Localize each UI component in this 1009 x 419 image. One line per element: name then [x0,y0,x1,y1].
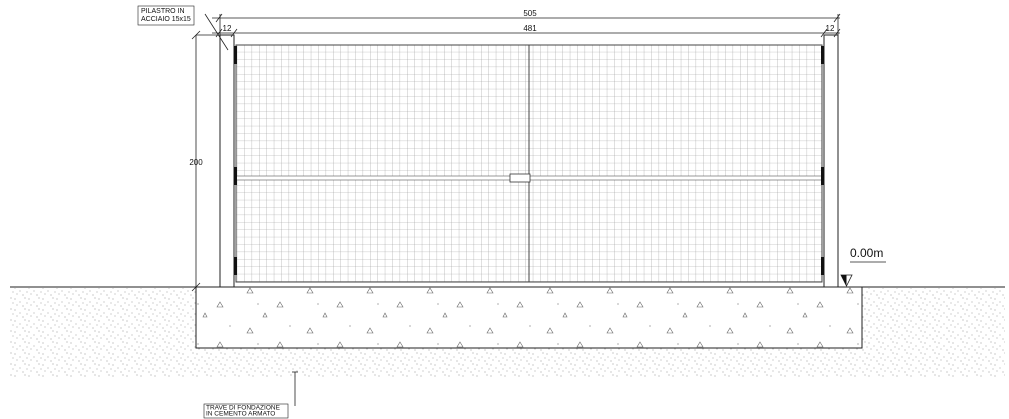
pillar [823,34,839,288]
dimension: 200 [189,158,203,167]
label-box [203,403,289,419]
dimension: 505 [523,9,537,18]
pillar-label: PILASTRO IN [141,8,185,15]
dimension: 481 [523,24,537,33]
label-box [137,5,195,26]
gate-leaf [235,44,530,283]
pillar-label: ACCIAIO 15x15 [141,16,191,23]
dimension: 12 [223,24,232,33]
soil [196,348,862,378]
gate-leaf [528,44,823,283]
level-mark [841,275,847,286]
foundation [195,286,863,349]
foundation-label: IN CEMENTO ARMATO [206,411,275,418]
level-label: 0.00m [850,246,883,260]
lock [509,173,531,183]
soil [10,288,196,378]
hinges [234,46,824,275]
soil [862,288,1005,378]
foundation-label: TRAVE DI FONDAZIONE [206,405,281,412]
dimension: 12 [826,24,835,33]
pillar [219,34,235,288]
dimension-lines [191,13,841,406]
